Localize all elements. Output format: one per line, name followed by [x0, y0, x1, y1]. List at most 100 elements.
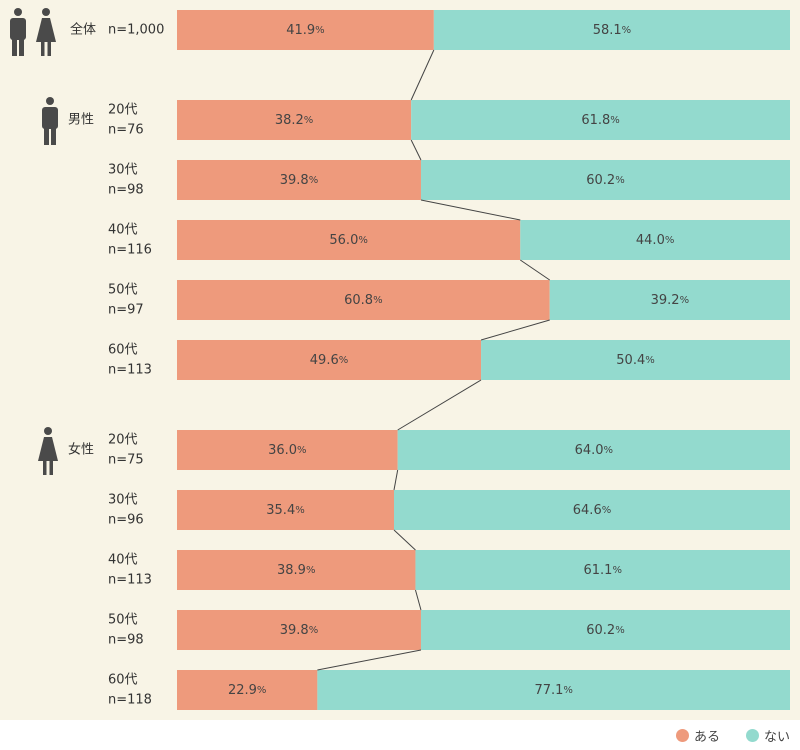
data-label-aru-2: 39.8% [280, 173, 318, 188]
bar-nai-0 [433, 10, 790, 50]
bar-aru-1 [177, 100, 412, 140]
bar-aru-8 [177, 550, 416, 590]
connector-line-7 [393, 529, 416, 551]
data-label-aru-0: 41.9% [286, 23, 324, 38]
data-label-aru-3: 56.0% [329, 233, 367, 248]
bar-aru-0 [177, 10, 434, 50]
bar-nai-1 [411, 100, 790, 140]
data-label-nai-4: 39.2% [651, 293, 689, 308]
bar-nai-7 [394, 490, 790, 530]
female-icon-leg-left [41, 40, 45, 56]
bar-nai-9 [420, 610, 790, 650]
row-label-age-9: 50代 [108, 613, 138, 628]
legend-label-aru: ある [694, 730, 721, 745]
male-icon-head [14, 8, 22, 16]
bar-nai-5 [481, 340, 790, 380]
connector-line-3 [519, 259, 550, 281]
male-icon-leg-right [19, 36, 24, 56]
row-label-age-7: 30代 [108, 493, 138, 508]
row-label-age-2: 30代 [108, 163, 138, 178]
female-icon-group-head [44, 427, 52, 435]
bar-nai-2 [420, 160, 790, 200]
data-label-nai-7: 64.6% [573, 503, 611, 518]
female-icon-leg-right [47, 40, 51, 56]
data-label-nai-10: 77.1% [534, 683, 572, 698]
bar-aru-5 [177, 340, 482, 380]
row-label-n-9: n=98 [108, 633, 144, 648]
legend-item-nai: ない [746, 726, 790, 745]
row-label-age-8: 40代 [108, 553, 138, 568]
male-icon-group-torso [42, 107, 58, 129]
row-label-age-1: 20代 [108, 103, 138, 118]
connector-line-8 [414, 589, 422, 611]
bar-nai-6 [397, 430, 790, 470]
connector-line-6 [393, 469, 399, 491]
row-label-n-8: n=113 [108, 573, 152, 588]
connector-line-4 [480, 319, 550, 341]
bar-aru-2 [177, 160, 421, 200]
group-label-male: 男性 [68, 113, 94, 128]
data-label-aru-9: 39.8% [280, 623, 318, 638]
data-label-aru-4: 60.8% [344, 293, 382, 308]
bar-nai-4 [549, 280, 790, 320]
data-label-nai-8: 61.1% [583, 563, 621, 578]
female-icon-dress [36, 18, 56, 42]
legend: ある ない [0, 720, 800, 750]
legend-swatch-aru [676, 729, 689, 742]
male-icon [10, 8, 26, 56]
connector-line-9 [317, 649, 422, 671]
row-label-age-10: 60代 [108, 673, 138, 688]
row-label-n-4: n=97 [108, 303, 144, 318]
female-icon-head [42, 8, 50, 16]
connector-line-2 [420, 199, 521, 221]
bar-aru-4 [177, 280, 550, 320]
female-icon-group-leg-right [49, 459, 53, 475]
data-label-aru-5: 49.6% [310, 353, 348, 368]
row-label-n-0: n=1,000 [108, 23, 164, 38]
female-icon-group-dress [38, 437, 58, 461]
row-label-n-5: n=113 [108, 363, 152, 378]
data-label-aru-6: 36.0% [268, 443, 306, 458]
data-label-nai-1: 61.8% [581, 113, 619, 128]
bar-aru-9 [177, 610, 421, 650]
bar-aru-10 [177, 670, 318, 710]
data-label-nai-6: 64.0% [575, 443, 613, 458]
data-label-nai-5: 50.4% [616, 353, 654, 368]
connector-line-0 [410, 49, 435, 101]
male-icon-group-head [46, 97, 54, 105]
row-label-n-10: n=118 [108, 693, 152, 708]
data-label-nai-0: 58.1% [593, 23, 631, 38]
row-label-age-5: 60代 [108, 343, 138, 358]
bar-nai-3 [520, 220, 790, 260]
data-label-nai-9: 60.2% [586, 623, 624, 638]
male-icon-group [42, 97, 58, 145]
female-icon-group-leg-left [43, 459, 47, 475]
row-label-n-6: n=75 [108, 453, 144, 468]
bar-aru-6 [177, 430, 398, 470]
data-label-aru-7: 35.4% [266, 503, 304, 518]
legend-label-nai: ない [764, 730, 791, 745]
bar-aru-7 [177, 490, 395, 530]
row-label-age-4: 50代 [108, 283, 138, 298]
connector-line-1 [410, 139, 422, 161]
legend-swatch-nai [746, 729, 759, 742]
bar-aru-3 [177, 220, 521, 260]
row-label-age-3: 40代 [108, 223, 138, 238]
row-label-n-7: n=96 [108, 513, 144, 528]
female-icon-group [38, 427, 58, 475]
male-icon-group-leg-right [51, 125, 56, 145]
row-label-age-6: 20代 [108, 433, 138, 448]
data-label-aru-8: 38.9% [277, 563, 315, 578]
legend-item-aru: ある [676, 726, 720, 745]
data-label-nai-2: 60.2% [586, 173, 624, 188]
data-label-aru-1: 38.2% [275, 113, 313, 128]
female-icon [36, 8, 56, 56]
male-icon-group-leg-left [44, 125, 49, 145]
data-label-nai-3: 44.0% [636, 233, 674, 248]
row-label-n-1: n=76 [108, 123, 144, 138]
data-label-aru-10: 22.9% [228, 683, 266, 698]
bar-nai-8 [415, 550, 790, 590]
row-label-n-2: n=98 [108, 183, 144, 198]
group-label-total: 全体 [70, 22, 96, 38]
